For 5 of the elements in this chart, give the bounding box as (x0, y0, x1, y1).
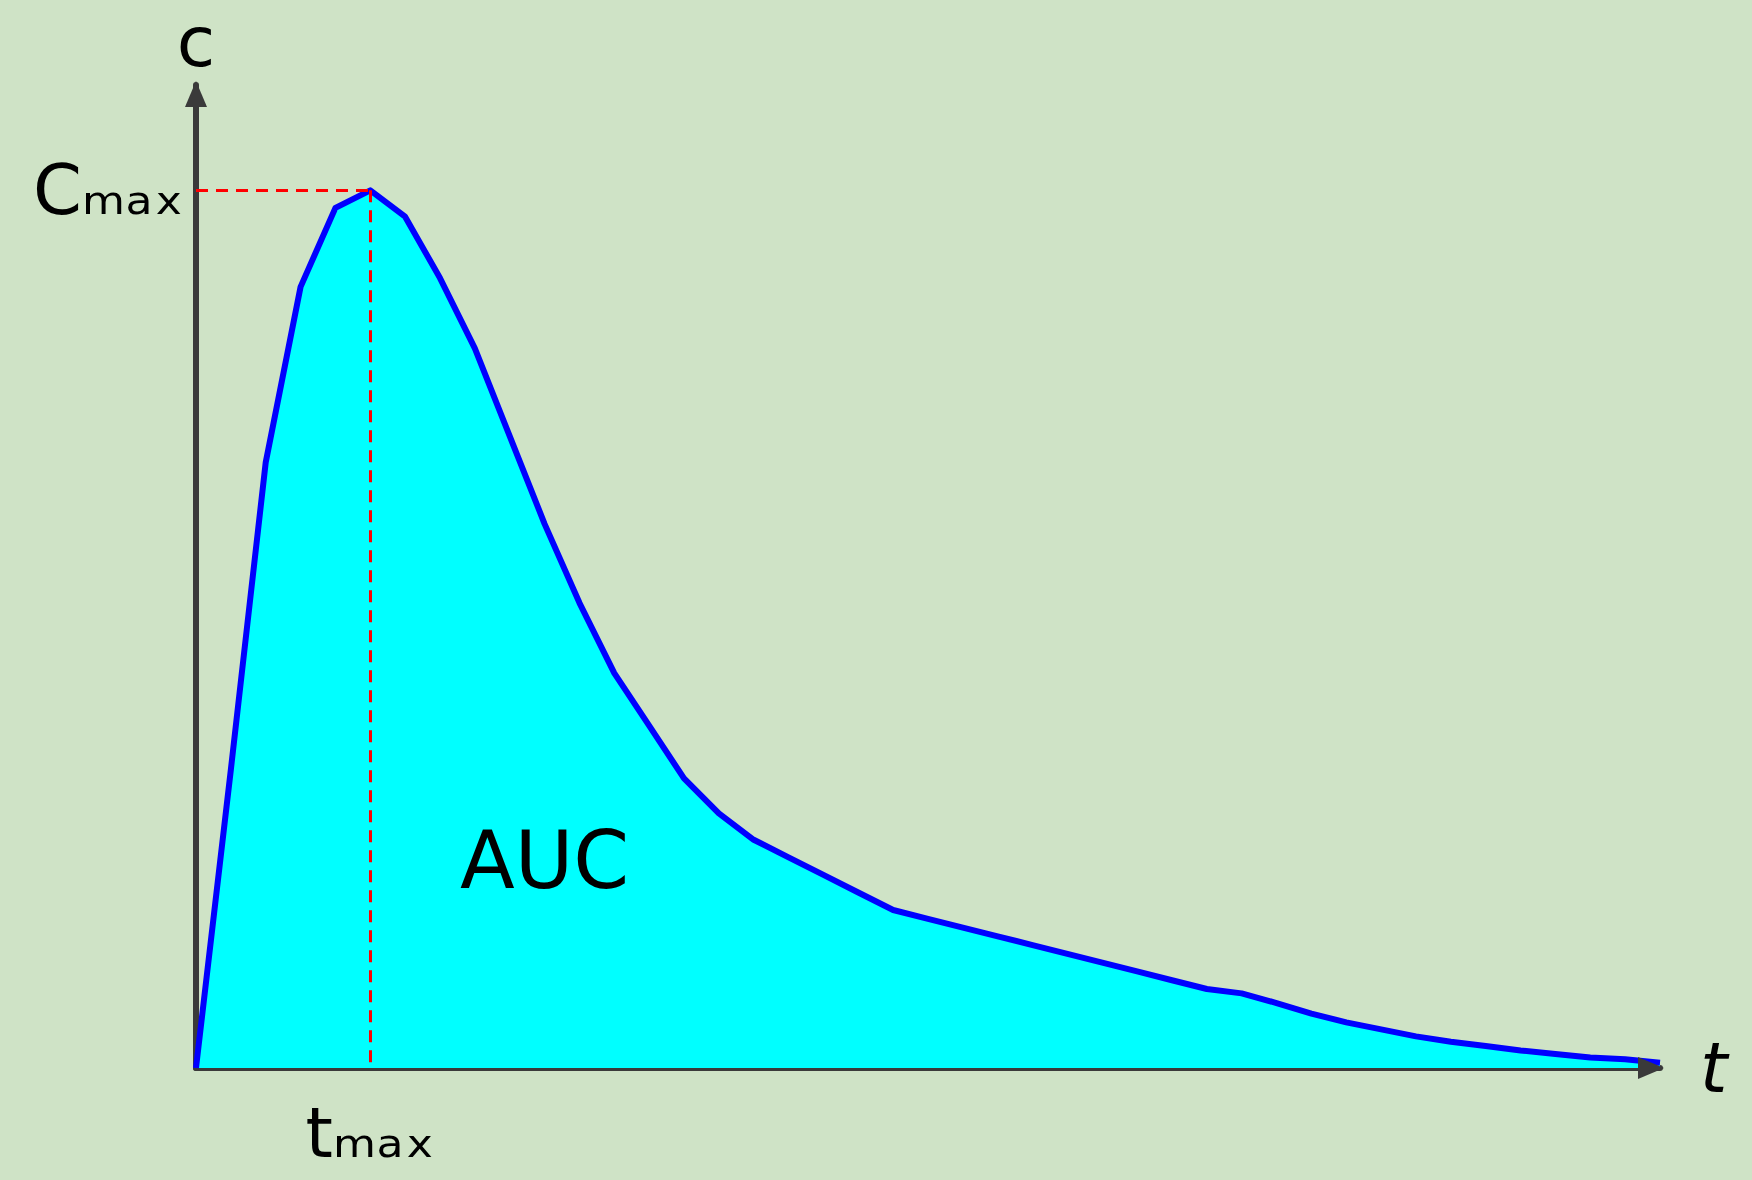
y-axis-title: c (176, 1, 216, 83)
x-axis-title: t (1700, 1027, 1730, 1109)
text: tₘₐₓ (305, 1092, 436, 1174)
annotation: AUC (460, 813, 630, 907)
ref-line-label: Cₘₐₓ (33, 149, 184, 232)
